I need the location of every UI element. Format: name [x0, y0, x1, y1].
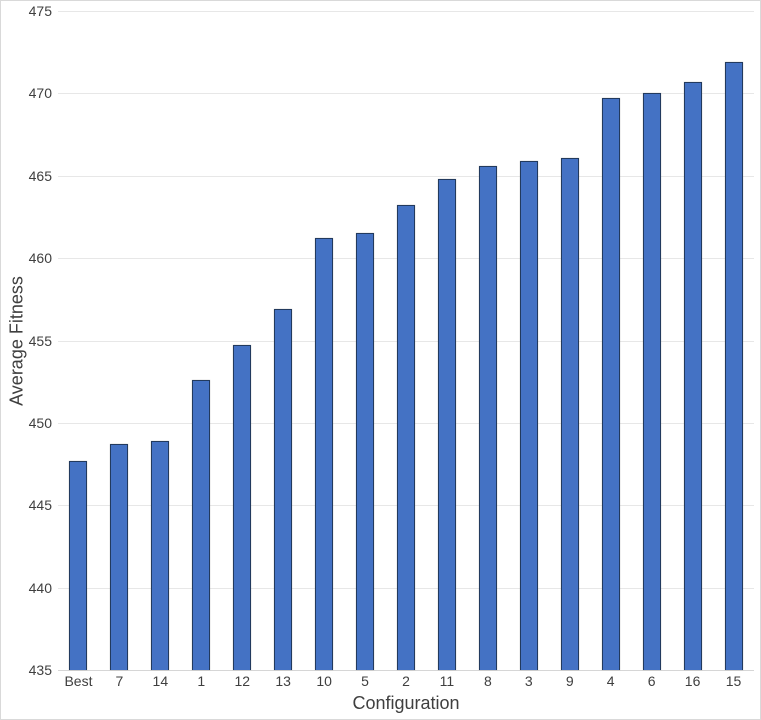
- y-tick-label: 450: [28, 414, 52, 431]
- x-tick-label: 12: [234, 673, 251, 689]
- x-tick-label: 14: [152, 673, 169, 689]
- y-tick-label: 470: [28, 85, 52, 102]
- y-tick-label: 455: [28, 332, 52, 349]
- bar-3: [519, 160, 538, 670]
- plot-area: [58, 11, 754, 671]
- x-tick-label: 1: [197, 673, 206, 689]
- x-tick-label: 8: [483, 673, 492, 689]
- y-tick-label: 460: [28, 250, 52, 267]
- y-tick-label: 435: [28, 662, 52, 678]
- x-axis-line: [58, 670, 754, 671]
- x-tick-label: 10: [316, 673, 332, 689]
- bar-4: [601, 98, 620, 670]
- bar-15: [724, 62, 743, 670]
- bar-1: [192, 380, 211, 670]
- y-axis: 435 440 445 450 455 460 465 470 475: [1, 3, 52, 678]
- bar-7: [110, 444, 129, 670]
- bar-16: [683, 81, 702, 670]
- bar-11: [437, 179, 456, 670]
- bar-8: [478, 165, 497, 670]
- x-tick-label: 13: [275, 673, 291, 689]
- bar-12: [233, 345, 252, 670]
- bar-Best: [69, 460, 88, 670]
- bar-5: [356, 233, 375, 670]
- bar-6: [642, 93, 661, 670]
- x-tick-label: Best: [64, 673, 93, 689]
- bar-13: [274, 309, 293, 670]
- y-tick-label: 440: [28, 579, 52, 596]
- bar-10: [315, 238, 334, 670]
- x-tick-label: 3: [524, 673, 533, 689]
- x-tick-label: 15: [725, 673, 742, 689]
- x-tick-label: 5: [361, 673, 369, 689]
- bar-14: [151, 441, 170, 670]
- y-tick-label: 475: [28, 3, 52, 19]
- x-tick-label: 4: [606, 673, 615, 689]
- x-axis: Best 7 14 1 12 13 10 5 2 11 8 3 9 4 6 16 15: [58, 673, 754, 693]
- x-tick-label: 6: [647, 673, 656, 689]
- gridline: [58, 93, 754, 95]
- x-axis-title: Configuration: [352, 693, 460, 713]
- x-tick-label: 7: [115, 673, 124, 689]
- y-tick-label: 445: [28, 497, 52, 514]
- bar-2: [397, 205, 415, 670]
- x-tick-label: 2: [402, 673, 410, 689]
- gridline: [58, 175, 754, 177]
- x-tick-label: 16: [684, 673, 701, 689]
- y-tick-label: 465: [28, 167, 52, 184]
- gridline: [58, 11, 754, 12]
- x-tick-label: 11: [439, 673, 455, 689]
- x-tick-label: 9: [565, 673, 574, 689]
- bar-9: [560, 157, 579, 670]
